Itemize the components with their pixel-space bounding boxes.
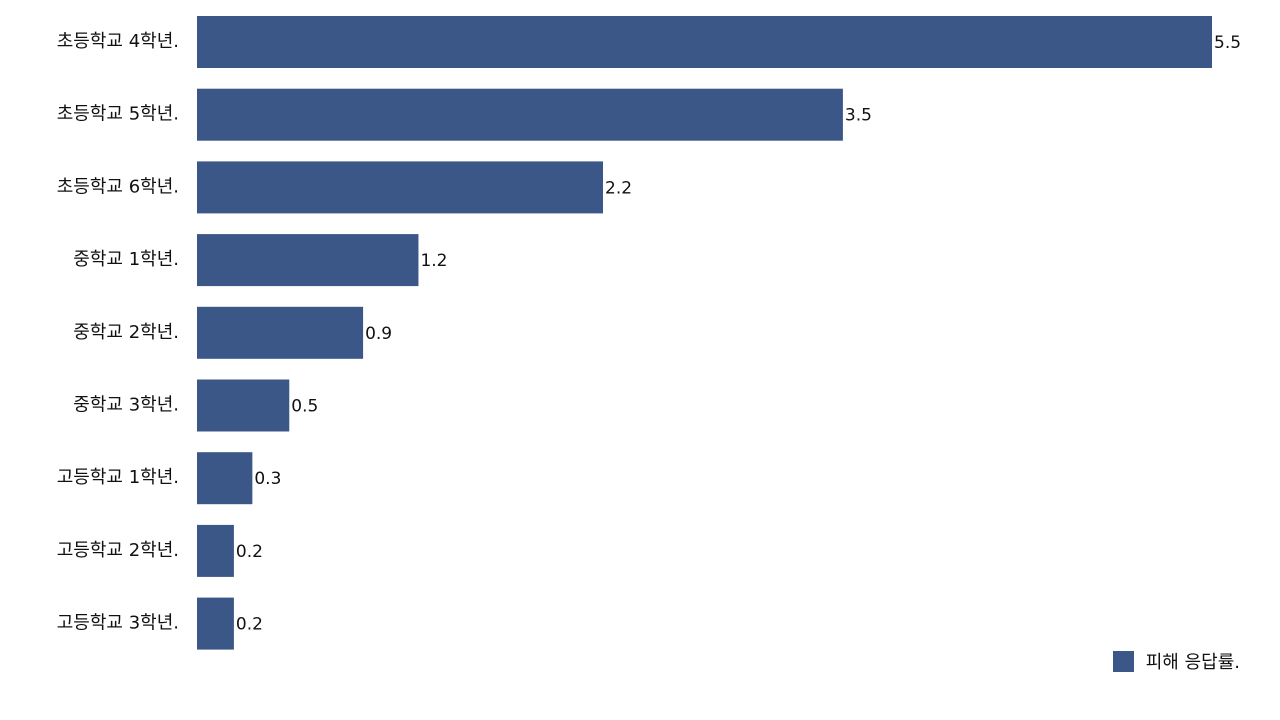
category-label: 중학교 3학년. (73, 395, 179, 416)
value-label: 0.3 (254, 469, 281, 489)
category-label: 고등학교 3학년. (57, 613, 179, 634)
bar (197, 306, 364, 359)
category-label: 중학교 2학년. (73, 322, 179, 343)
bar (197, 524, 234, 577)
value-label: 0.5 (291, 397, 318, 417)
value-label: 0.2 (236, 542, 263, 562)
category-label: 고등학교 1학년. (57, 467, 179, 488)
bar (197, 88, 843, 141)
category-label: 중학교 1학년. (73, 249, 179, 270)
bar (197, 161, 603, 214)
value-label: 2.2 (605, 178, 632, 198)
category-label: 초등학교 6학년. (57, 176, 179, 197)
bar (197, 597, 234, 650)
value-label: 3.5 (845, 106, 872, 126)
value-label: 5.5 (1214, 33, 1241, 53)
category-label: 초등학교 5학년. (57, 104, 179, 125)
bar (197, 234, 419, 287)
bar (197, 379, 290, 432)
value-label: 0.2 (236, 615, 263, 635)
bar (197, 16, 1212, 68)
value-label: 0.9 (365, 324, 392, 344)
category-label: 초등학교 4학년. (57, 31, 179, 52)
legend-label: 피해 응답률. (1145, 652, 1240, 673)
legend-swatch (1112, 650, 1134, 672)
legend: 피해 응답률. (1112, 648, 1240, 674)
category-label: 고등학교 2학년. (57, 540, 179, 561)
bar (197, 452, 253, 505)
value-label: 1.2 (420, 251, 447, 271)
